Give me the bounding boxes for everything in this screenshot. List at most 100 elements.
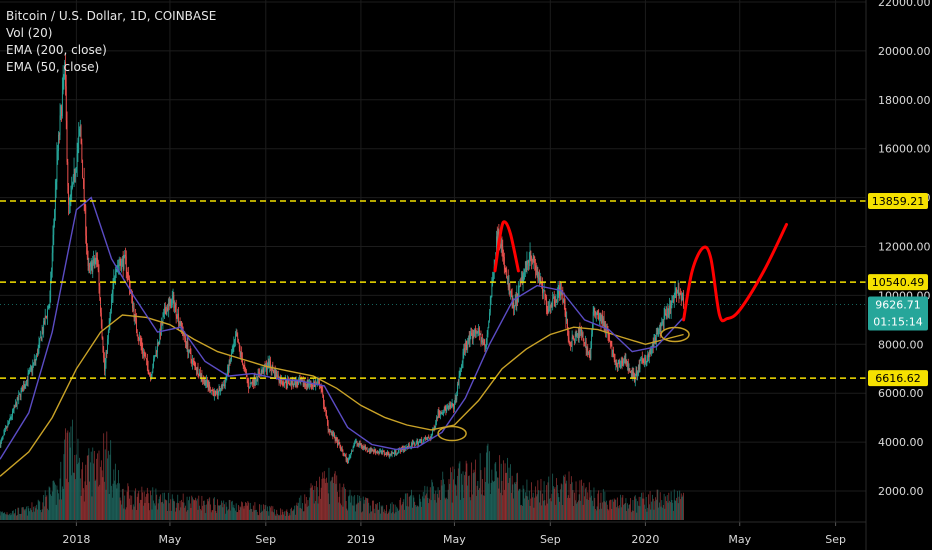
volume-bar xyxy=(362,496,364,520)
legend-ema200[interactable]: EMA (200, close) xyxy=(6,43,107,57)
volume-bar xyxy=(449,483,451,520)
candle-body xyxy=(357,443,359,445)
volume-bar xyxy=(579,480,581,520)
candle-body xyxy=(616,363,617,367)
volume-bar xyxy=(563,476,565,520)
volume-bar xyxy=(645,496,647,520)
volume-bar xyxy=(355,511,356,520)
volume-bar xyxy=(678,496,680,520)
volume-bar xyxy=(467,485,469,520)
candle-body xyxy=(440,412,441,415)
candle-body xyxy=(503,257,505,268)
candle-body xyxy=(365,447,367,450)
candle-body xyxy=(430,436,432,440)
volume-bar xyxy=(173,500,175,520)
volume-bar xyxy=(114,480,115,520)
legend-ema50[interactable]: EMA (50, close) xyxy=(6,60,100,74)
symbol-title[interactable]: Bitcoin / U.S. Dollar, 1D, COINBASE xyxy=(6,9,217,23)
candle-body xyxy=(277,374,279,380)
volume-bar xyxy=(359,501,361,520)
candle-body xyxy=(391,453,393,455)
volume-bar xyxy=(586,499,588,520)
volume-bar xyxy=(362,511,363,520)
volume-bar xyxy=(23,509,25,520)
volume-bar xyxy=(164,492,165,520)
volume-bar xyxy=(364,499,366,520)
candle-body xyxy=(206,379,208,384)
candle-body xyxy=(569,340,571,345)
candle-body xyxy=(233,343,235,348)
volume-bar xyxy=(264,505,266,520)
volume-bar xyxy=(623,504,625,520)
candle-body xyxy=(363,446,365,448)
volume-bar xyxy=(89,481,91,520)
volume-bar xyxy=(230,510,232,520)
candle-body xyxy=(100,312,102,326)
candle-body xyxy=(185,342,187,348)
volume-bar xyxy=(538,502,540,520)
drawings[interactable] xyxy=(437,220,788,442)
candle-body xyxy=(616,366,618,369)
volume-bar xyxy=(333,483,335,520)
candle-body xyxy=(431,434,433,437)
horizontal-levels[interactable] xyxy=(0,200,866,379)
volume-bar xyxy=(566,480,568,520)
volume-bar xyxy=(522,485,524,520)
volume-bar xyxy=(125,509,126,520)
volume-bar xyxy=(609,499,611,520)
volume-bar xyxy=(377,509,379,520)
candle-body xyxy=(415,442,417,445)
volume-bar xyxy=(101,470,103,520)
legend-vol[interactable]: Vol (20) xyxy=(6,26,53,40)
candle-body xyxy=(125,256,127,272)
candle-body xyxy=(133,307,135,319)
volume-bar xyxy=(637,505,639,520)
volume-bar xyxy=(519,488,521,520)
candle-body xyxy=(107,330,109,339)
volume-bar xyxy=(606,500,607,520)
candle-body xyxy=(379,451,381,453)
candle-body xyxy=(266,364,267,370)
volume-bar xyxy=(390,503,391,520)
candle-body xyxy=(195,364,197,370)
volume-bar xyxy=(388,511,390,520)
candle-body xyxy=(93,258,94,264)
volume-bar xyxy=(295,505,297,520)
volume-bar xyxy=(539,490,541,520)
candle-body xyxy=(317,381,319,383)
candle-body xyxy=(555,299,557,304)
candle-body xyxy=(403,448,405,451)
volume-bar xyxy=(200,510,202,520)
volume-bar xyxy=(524,492,526,520)
volume-bar xyxy=(234,508,236,520)
volume-bar xyxy=(281,509,283,520)
candle-body xyxy=(9,418,11,420)
candle-body xyxy=(280,379,282,384)
volume-bar xyxy=(668,492,670,520)
candle-body xyxy=(146,359,148,366)
candle-body xyxy=(564,305,566,316)
volume-bar xyxy=(680,493,682,520)
candle-body xyxy=(587,347,589,353)
volume-bar xyxy=(32,512,34,520)
candle-body xyxy=(436,417,438,419)
volume-bar xyxy=(527,496,529,520)
level-price-badge xyxy=(868,274,928,291)
candle-body xyxy=(169,299,171,304)
volume-bar xyxy=(45,497,47,520)
candle-body xyxy=(65,62,66,87)
candle-body xyxy=(291,380,292,385)
volume-bar xyxy=(531,497,533,520)
volume-bar xyxy=(369,505,371,520)
volume-bar xyxy=(599,509,600,520)
candle-body xyxy=(646,358,648,363)
candle-body xyxy=(25,385,27,387)
candle-body xyxy=(483,342,485,346)
candle-body xyxy=(176,315,178,319)
volume-bar xyxy=(394,504,396,520)
candle-body xyxy=(567,318,568,331)
volume-bar xyxy=(65,478,67,520)
candle-body xyxy=(538,278,540,284)
